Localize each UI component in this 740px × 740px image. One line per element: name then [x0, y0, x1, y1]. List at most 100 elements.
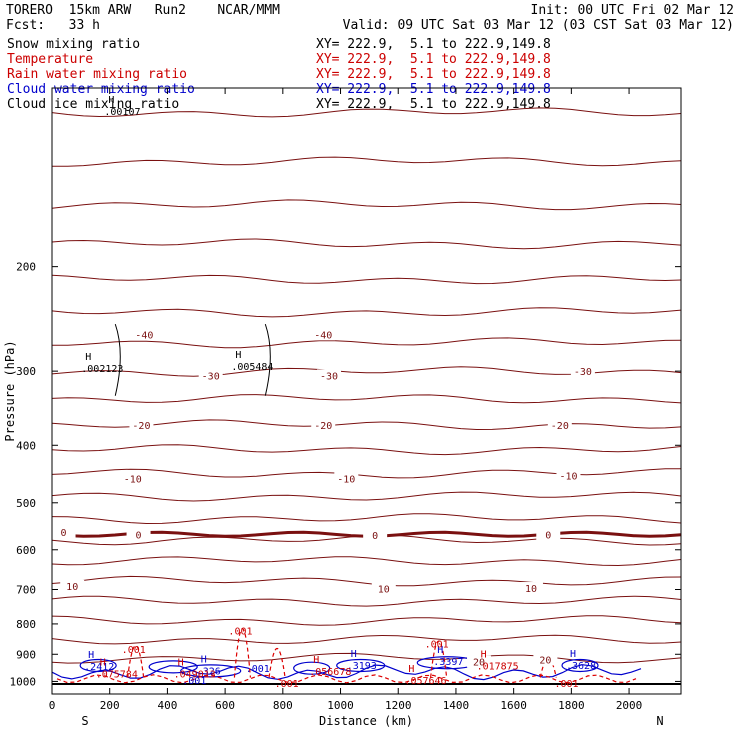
snow-maximum-label: .002123 [81, 364, 123, 375]
temperature-contour-label: -30 [320, 371, 338, 382]
temperature-label-bg [51, 525, 76, 538]
temperature-label-bg [334, 472, 359, 485]
cloud-ice-maximum-label: .00107 [104, 107, 140, 118]
rain-maximum-label: .001 [554, 679, 578, 690]
maximum-marker: H [481, 650, 487, 661]
plot-frame [51, 87, 682, 695]
maximum-marker: H [85, 352, 91, 363]
legend-temperature-xy: XY= 222.9, 5.1 to 222.9,149.8 [316, 52, 551, 67]
temperature-label-bg [316, 369, 341, 382]
temperature-contour-label: 0 [545, 531, 551, 542]
cloud-water-maximum-label: .326 [197, 667, 221, 678]
isotherm-line [51, 575, 682, 587]
maximum-marker: H [100, 658, 106, 669]
temperature-label-bg [467, 655, 492, 668]
temperature-label-bg [518, 582, 543, 595]
temperature-label-bg [60, 579, 85, 592]
isotherm-line [51, 491, 682, 502]
cloud-water-contour [293, 661, 331, 675]
y-tick-label: 400 [16, 439, 36, 452]
maximum-marker: H [437, 645, 443, 656]
isotherm-line [51, 107, 682, 118]
temperature-label-bg [126, 528, 151, 541]
rain-maximum-label: .056678 [309, 667, 351, 678]
x-tick-label: 200 [100, 699, 120, 712]
moisture-contours [51, 323, 642, 684]
x-tick-label: 1200 [385, 699, 412, 712]
rain-maximum-label: .001 [228, 626, 252, 637]
y-tick-label: 500 [16, 497, 36, 510]
isotherm-line [51, 615, 682, 626]
temperature-label-bg [311, 328, 336, 341]
rain-maximum-label: .001 [425, 639, 449, 650]
x-tick-label: 0 [49, 699, 56, 712]
cloud-water-contour [180, 664, 242, 678]
x-tick-label: 400 [157, 699, 177, 712]
x-axis-label: Distance (km) [319, 714, 413, 728]
snow-maximum-label: .005484 [231, 362, 273, 373]
isotherm-line [51, 274, 682, 285]
x-tick-label: 1000 [327, 699, 354, 712]
isotherm-line [51, 156, 682, 167]
x-tick-label: 800 [273, 699, 293, 712]
legend-cloud-water-xy: XY= 222.9, 5.1 to 222.9,149.8 [316, 82, 551, 97]
temperature-contour-label: -40 [314, 330, 332, 341]
rain-contour [268, 647, 286, 678]
axes: 0 200 400 600 800 1000 1200 1400 1600 1800 2000200… [10, 88, 681, 712]
maximum-marker: H [88, 650, 94, 661]
temperature-label-bg [198, 369, 223, 382]
temperature-label-bg [132, 328, 157, 341]
temperature-contour-label: -10 [337, 474, 355, 485]
rain-contour [127, 644, 145, 678]
valid-time: Valid: 09 UTC Sat 03 Mar 12 (03 CST Sat … [342, 18, 734, 33]
snow-contour [114, 323, 121, 396]
rain-maximum-label: .001 [122, 645, 146, 656]
temperature-contour-label: -20 [551, 421, 569, 432]
temperature-label-bg [311, 419, 336, 432]
maximum-marker: H [408, 664, 414, 675]
temperature-contour-label: 10 [378, 584, 390, 595]
isotherm-line [51, 556, 682, 567]
cloud-water-maximum-label: .001 [182, 676, 206, 687]
y-tick-label: 800 [16, 618, 36, 631]
isotherm-line [51, 307, 682, 318]
contour-labels: -40 -40 -30 -30 -30 -20 -20 -20 -10 -10 -10 0 0 0 0 10 1… [51, 95, 596, 690]
isotherm-line [51, 634, 682, 645]
y-tick-label: 300 [16, 365, 36, 378]
temperature-label-bg [129, 419, 154, 432]
temperature-label-bg [363, 529, 388, 542]
isotherm-line [51, 513, 682, 525]
snow-contour [264, 323, 271, 396]
maximum-marker: H [351, 649, 357, 660]
temperature-contour-label: -20 [132, 421, 150, 432]
isotherm-line [51, 444, 682, 456]
y-tick-label: 1000 [10, 675, 37, 688]
isotherm-line [51, 238, 682, 250]
init-time: Init: 00 UTC Fri 02 Mar 12 [530, 3, 735, 18]
temperature-label-bg [371, 582, 396, 595]
temperature-label-bg [556, 469, 581, 482]
rain-maximum-label: .017875 [477, 662, 519, 673]
temperature-label-bg [120, 472, 145, 485]
cloud-water-maximum-label: .3628 [566, 661, 596, 672]
temperature-contour-label: 0 [372, 531, 378, 542]
maximum-marker: H [108, 95, 114, 106]
x-tick-label: 1400 [443, 699, 470, 712]
x-tick-label: 1800 [558, 699, 585, 712]
cloud-water-contour [148, 660, 198, 674]
x-end-label-right: N [656, 714, 663, 728]
y-tick-label: 200 [16, 261, 36, 274]
temperature-contour-label: -10 [559, 472, 577, 483]
temperature-contours [51, 107, 682, 685]
model-title: TORERO 15km ARW Run2 NCAR/MMM [6, 3, 280, 18]
rain-maximum-label: .075784 [96, 670, 138, 681]
cloud-water-maximum-label: .3193 [347, 661, 377, 672]
maximum-marker: H [201, 655, 207, 666]
temperature-label-bg [547, 419, 572, 432]
isotherm-line [51, 419, 682, 431]
temperature-contour-label: 20 [539, 655, 551, 666]
isotherm-line [51, 595, 682, 607]
legend-snow-name: Snow mixing ratio [7, 37, 141, 52]
rain-contour [430, 640, 448, 678]
temperature-contour-label: 0 [136, 530, 142, 541]
